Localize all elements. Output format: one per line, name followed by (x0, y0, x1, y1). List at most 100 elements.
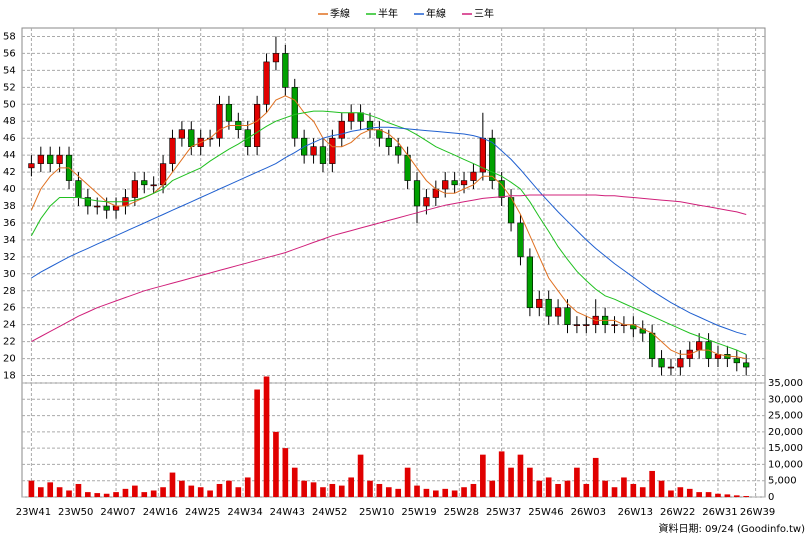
legend: 季線 半年 年線 三年 (318, 7, 494, 20)
candle-body (310, 146, 317, 156)
y-tick-label: 42 (3, 167, 16, 178)
volume-bar (451, 490, 458, 497)
candle-body (272, 53, 280, 63)
volume-bar (132, 485, 138, 497)
candle-body (743, 362, 750, 368)
plot-frame (21, 27, 766, 498)
y-tick-label: 40 (3, 184, 16, 195)
volume-bar (66, 490, 72, 497)
candle-body (423, 197, 430, 207)
volume-bar (150, 490, 157, 497)
volume-bar (621, 477, 627, 497)
x-tick-label: 23W50 (58, 507, 93, 518)
x-tick-label: 25W28 (444, 507, 479, 518)
candle-body (37, 154, 44, 164)
volume-bar (414, 485, 420, 497)
candle-body (545, 298, 552, 317)
volume-bar (686, 488, 693, 497)
volume-bar (357, 454, 364, 497)
volume-bar (329, 483, 336, 497)
volume-bar (715, 493, 721, 497)
y-tick-label: 44 (3, 150, 16, 161)
y-tick-label: 26 (3, 303, 16, 314)
volume-bar (395, 488, 402, 497)
x-tick-label: 25W10 (359, 507, 394, 518)
y-tick-label: 48 (3, 116, 16, 127)
volume-bar (28, 480, 35, 497)
volume-bar (320, 487, 326, 497)
candle-body (150, 184, 157, 187)
y-tick-label: 30 (3, 269, 16, 280)
y-tick-label: 20 (3, 354, 16, 365)
volume-bar (433, 490, 439, 497)
candle-body (329, 137, 336, 164)
candle-body (385, 137, 392, 147)
x-tick-label: 26W31 (702, 507, 737, 518)
candle-body (319, 146, 327, 164)
candle-body (526, 256, 533, 309)
volume-bar (47, 482, 54, 497)
volume-tick-label: 20,000 (768, 427, 803, 438)
volume-bar (348, 477, 354, 497)
candle-body (573, 324, 581, 326)
candle-body (254, 103, 261, 147)
volume-bar (583, 483, 590, 497)
candle-body (84, 197, 91, 207)
y-tick-label: 54 (3, 65, 16, 76)
volume-bar (743, 496, 750, 497)
y-tick-label: 32 (3, 252, 16, 263)
volume-bar (668, 490, 674, 497)
y-tick-label: 24 (3, 320, 16, 331)
volume-bar (244, 477, 251, 497)
candle-body (338, 120, 345, 139)
candle-body (658, 358, 665, 368)
volume-bar (498, 451, 505, 497)
volume-bar (527, 467, 533, 497)
ma-line (31, 194, 747, 343)
volume-bar (574, 467, 580, 497)
x-tick-label: 24W07 (100, 507, 135, 518)
candle-body (649, 332, 656, 359)
candle-body (451, 180, 458, 186)
candle-body (404, 154, 411, 181)
volume-bar (461, 487, 467, 497)
volume-bar (56, 487, 63, 497)
x-tick-label: 26W03 (571, 507, 606, 518)
candle-body (460, 180, 468, 186)
volume-bar (536, 480, 543, 497)
candle-body (47, 154, 54, 164)
volume-bar (37, 487, 44, 497)
volume-bar (724, 494, 731, 497)
y-tick-label: 52 (3, 82, 16, 93)
candle-body (348, 112, 355, 122)
x-tick-label: 25W19 (401, 507, 436, 518)
candle-body (225, 103, 233, 122)
candle-body (517, 222, 524, 258)
volume-bar (216, 483, 223, 497)
volume-bar (705, 492, 712, 497)
candle-body (554, 307, 562, 317)
volume-bar (254, 389, 260, 497)
candle-body (291, 87, 298, 139)
volume-bar (301, 480, 307, 497)
x-tick-label: 25W37 (486, 507, 521, 518)
candle-body (112, 205, 120, 211)
volume-bar (602, 480, 608, 497)
volume-bar (169, 472, 176, 497)
candle-body (188, 129, 195, 147)
candle-body (442, 180, 449, 190)
volume-tick-label: 5,000 (768, 476, 797, 487)
candle-body (216, 103, 223, 139)
volume-tick-label: 25,000 (768, 411, 803, 422)
volume-bar (677, 487, 684, 497)
volume-bar (235, 487, 242, 497)
y-tick-label: 22 (3, 337, 16, 348)
volume-bar (263, 376, 270, 497)
volume-bar (85, 492, 91, 497)
volume-bar (113, 492, 119, 497)
volume-bar (103, 493, 110, 497)
volume-bar (639, 487, 646, 497)
x-tick-label: 25W46 (528, 507, 563, 518)
candle-body (564, 307, 571, 325)
